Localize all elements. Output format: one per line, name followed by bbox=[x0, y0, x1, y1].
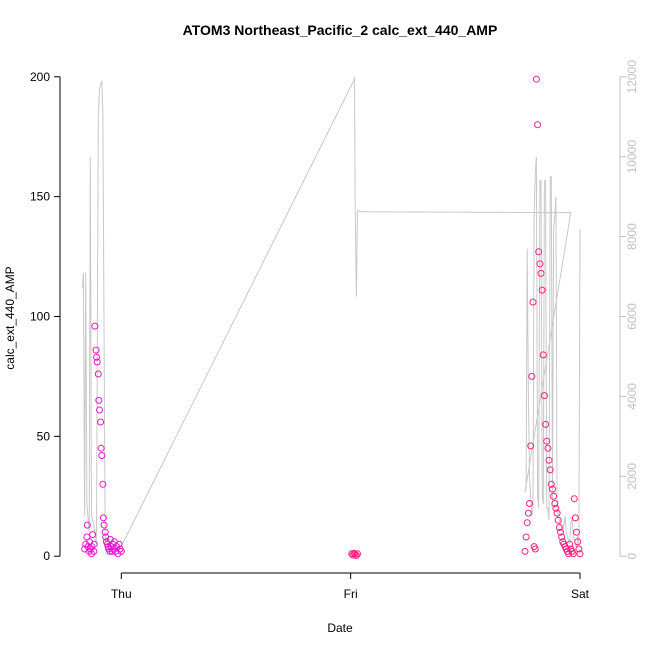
data-point bbox=[115, 540, 123, 548]
line-series-layer bbox=[81, 76, 581, 549]
data-point bbox=[531, 545, 539, 553]
data-point bbox=[547, 480, 555, 488]
right-tick-label: 2000 bbox=[625, 463, 639, 490]
data-point bbox=[535, 248, 543, 256]
data-point bbox=[544, 444, 552, 452]
data-point bbox=[534, 121, 542, 129]
data-point bbox=[554, 516, 562, 524]
data-point bbox=[573, 528, 581, 536]
data-point bbox=[89, 531, 97, 539]
data-point bbox=[91, 322, 99, 330]
data-point bbox=[92, 346, 100, 354]
data-point bbox=[569, 550, 577, 558]
data-point bbox=[90, 540, 98, 548]
data-point bbox=[99, 480, 107, 488]
data-point bbox=[84, 543, 92, 551]
data-point bbox=[528, 372, 536, 380]
data-point bbox=[526, 500, 533, 507]
data-point bbox=[539, 351, 547, 359]
data-point bbox=[98, 452, 106, 459]
right-tick-label: 12000 bbox=[625, 60, 639, 94]
data-point bbox=[571, 514, 579, 522]
data-point bbox=[90, 547, 98, 555]
bottom-tick-label: Fri bbox=[344, 587, 358, 601]
plot-frame bbox=[60, 60, 620, 573]
data-point bbox=[536, 260, 544, 268]
data-point bbox=[95, 396, 103, 404]
bottom-tick-label: Thu bbox=[111, 587, 132, 601]
data-point bbox=[352, 552, 360, 559]
data-point bbox=[100, 521, 108, 529]
data-point bbox=[575, 545, 583, 553]
data-point bbox=[576, 550, 584, 558]
data-point bbox=[557, 528, 564, 536]
data-point bbox=[354, 550, 361, 558]
data-point bbox=[553, 509, 561, 517]
data-point bbox=[574, 538, 582, 546]
data-point bbox=[566, 540, 574, 548]
data-point bbox=[101, 528, 109, 536]
data-point bbox=[558, 533, 566, 541]
data-point bbox=[97, 444, 105, 452]
left-tick-label: 200 bbox=[30, 70, 50, 84]
data-point bbox=[537, 269, 545, 277]
data-point bbox=[524, 509, 532, 517]
data-point bbox=[97, 418, 105, 426]
data-point bbox=[522, 533, 530, 541]
left-tick-label: 150 bbox=[30, 190, 50, 204]
data-point bbox=[96, 406, 103, 414]
data-point bbox=[523, 519, 531, 527]
right-axis: 0 2000 4000 6000 8000 10000 12000 bbox=[619, 60, 639, 560]
data-point bbox=[350, 549, 358, 557]
right-tick-label: 8000 bbox=[625, 223, 639, 250]
left-tick-label: 0 bbox=[43, 549, 50, 563]
data-point bbox=[532, 75, 540, 83]
data-point bbox=[88, 550, 95, 558]
right-tick-label: 6000 bbox=[625, 303, 639, 330]
left-tick-label: 50 bbox=[37, 429, 51, 443]
data-point bbox=[83, 521, 91, 529]
right-tick-label: 0 bbox=[625, 553, 639, 560]
y-axis-label: calc_ext_440_AMP bbox=[3, 266, 17, 369]
data-point bbox=[545, 456, 553, 464]
chart-title: ATOM3 Northeast_Pacific_2 calc_ext_440_A… bbox=[183, 22, 498, 38]
x-axis-label: Date bbox=[327, 621, 353, 635]
data-point bbox=[117, 547, 125, 555]
data-point bbox=[88, 543, 96, 551]
right-tick-label: 4000 bbox=[625, 383, 639, 410]
data-point bbox=[538, 286, 546, 294]
data-point bbox=[529, 298, 537, 306]
data-point bbox=[99, 514, 107, 522]
data-point bbox=[540, 392, 548, 400]
data-point bbox=[570, 495, 578, 503]
data-point bbox=[555, 524, 563, 531]
data-point bbox=[546, 466, 554, 474]
point-series-layer bbox=[81, 75, 584, 559]
data-point bbox=[542, 420, 550, 428]
bottom-axis: Thu Fri Sat bbox=[111, 572, 590, 601]
data-point bbox=[94, 370, 102, 378]
data-point bbox=[551, 500, 559, 507]
data-point bbox=[549, 485, 556, 493]
left-tick-label: 100 bbox=[30, 310, 50, 324]
data-point bbox=[93, 358, 101, 366]
data-point bbox=[521, 547, 529, 555]
data-point bbox=[93, 353, 100, 361]
bottom-tick-label: Sat bbox=[571, 587, 590, 601]
right-tick-label: 10000 bbox=[625, 140, 639, 174]
left-axis: 0 50 100 150 200 bbox=[30, 70, 61, 563]
series-line bbox=[81, 76, 581, 549]
data-point bbox=[527, 442, 535, 450]
data-point bbox=[543, 437, 551, 445]
data-point bbox=[550, 492, 558, 500]
data-point bbox=[552, 504, 560, 512]
